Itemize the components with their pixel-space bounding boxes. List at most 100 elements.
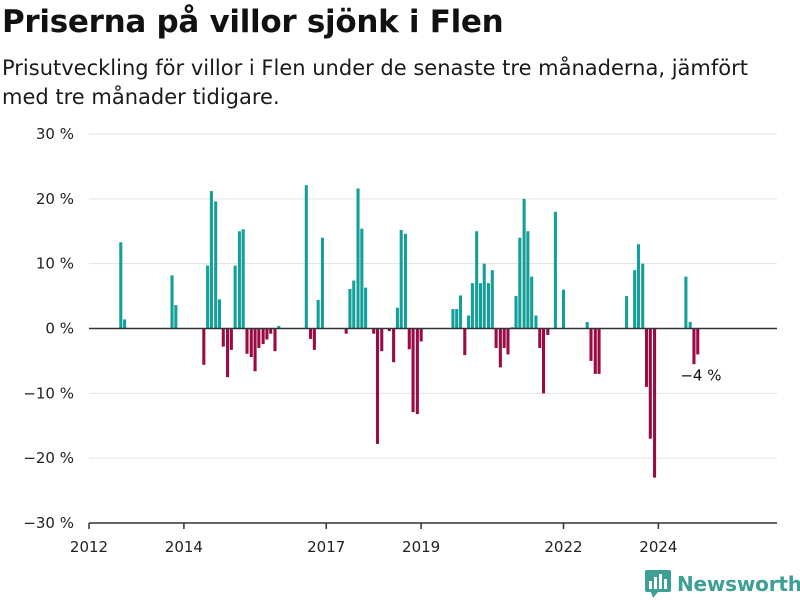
bar [217,299,222,329]
bar [633,270,637,329]
chart-subtitle: Prisutveckling för villor i Flen under d… [2,56,748,109]
bar [684,276,688,329]
bar [467,315,471,329]
bar [356,188,360,329]
bar [514,296,518,329]
y-tick-label: 0 % [45,320,74,338]
bar [518,237,522,329]
bar [237,231,241,329]
bar [304,185,308,329]
bar [648,328,652,439]
bar [399,229,403,329]
bar [352,280,356,329]
bar [498,328,502,368]
newsworthy-brand: Newsworthy [645,568,800,600]
bar [174,305,178,329]
bar [316,299,320,329]
bar [245,328,249,354]
bar [542,328,546,394]
bar [455,309,459,329]
x-tick-label: 2022 [544,538,582,556]
y-tick-label: −20 % [23,449,74,467]
bar [534,315,538,329]
bar [644,328,649,387]
bar [475,231,479,329]
bar [233,265,237,329]
bar [206,265,210,329]
bar [226,328,230,378]
x-tick-label: 2014 [165,538,203,556]
x-tick-label: 2019 [402,538,440,556]
bar [482,263,486,329]
bar [451,309,455,329]
bar [312,328,316,350]
bar [478,283,482,329]
bar [229,328,233,350]
bar [170,275,174,329]
y-tick-label: 30 % [36,125,74,143]
bar [395,307,399,329]
y-tick-label: 10 % [36,255,74,273]
bar [309,328,313,339]
bar [214,201,218,329]
bar [348,288,352,329]
x-tick-label: 2012 [70,538,108,556]
bar [696,328,700,355]
bar [249,328,253,358]
bar [364,287,368,329]
bar [241,229,245,329]
bar [392,328,396,363]
bar [494,328,498,348]
bar [530,276,534,329]
bar [273,328,277,352]
bar [470,283,474,329]
last-value-annotation: −4 % [680,366,721,384]
bar [123,319,127,329]
bar [553,211,557,329]
bar [522,198,526,329]
bar [344,328,348,334]
bar [585,322,589,329]
bar [407,328,411,350]
bar [403,233,408,329]
bar [641,263,645,329]
bar [372,328,376,334]
chart-title: Priserna på villor sjönk i Flen [2,4,504,40]
bar [502,328,506,348]
bar [688,322,692,329]
bar [119,242,123,329]
bar [625,296,629,329]
bar [589,328,593,361]
bar [597,328,601,374]
x-tick-label: 2024 [639,538,677,556]
bar [593,328,597,374]
bar [265,328,269,340]
bar [387,328,391,332]
y-tick-label: −30 % [23,514,74,532]
y-tick-label: 20 % [36,190,74,208]
bar [653,328,657,478]
bar [202,328,206,365]
newsworthy-logo-icon [645,570,671,598]
bar [419,328,423,342]
bar [360,228,364,329]
bar [561,289,566,329]
bar [486,283,491,329]
bar [458,295,463,329]
bar [375,328,380,444]
bar [253,328,257,372]
bar [380,328,384,352]
bar [692,328,696,365]
bar [277,325,281,329]
bar [526,231,530,329]
bar [415,328,419,415]
bar [636,244,640,329]
bar [411,328,415,413]
bar [538,328,542,348]
bar [463,328,467,356]
bar [506,328,510,355]
x-tick-label: 2017 [307,538,345,556]
bar [546,328,550,335]
bar [261,328,265,345]
